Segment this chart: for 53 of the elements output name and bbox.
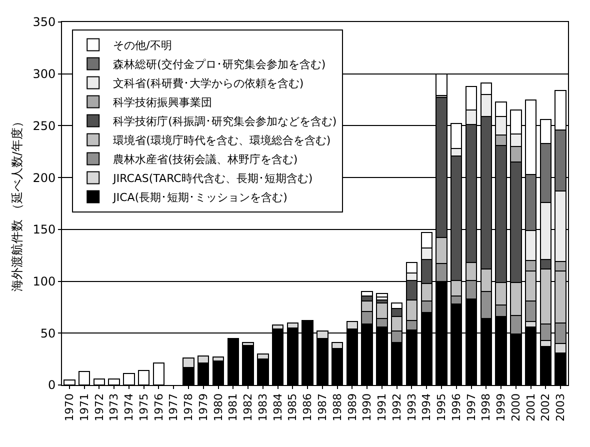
y-axis-title: 海外渡航件数 （延べ人数/年度） [10, 116, 24, 292]
x-tick-label: 1996 [450, 393, 463, 422]
x-tick-label: 1977 [167, 393, 180, 422]
x-tick-label: 1980 [212, 393, 225, 422]
x-tick-label: 1971 [78, 393, 91, 422]
x-tick-label: 1998 [480, 393, 493, 422]
x-tick-label: 1979 [196, 393, 210, 422]
legend-label: 森林総研(交付金プロ･研究集会参加を含む) [113, 58, 326, 72]
legend-label: その他/不明 [113, 39, 172, 52]
x-tick-label: 1984 [271, 393, 284, 422]
x-tick-label: 1989 [346, 393, 359, 422]
y-tick-label: 200 [32, 170, 56, 185]
legend-label: 科学技術振興事業団 [113, 96, 212, 110]
y-tick-label: 250 [32, 118, 56, 133]
x-tick-label: 1992 [390, 393, 404, 422]
y-tick-label: 300 [32, 67, 56, 82]
x-tick-label: 1999 [494, 393, 508, 422]
x-tick-label: 1972 [92, 393, 106, 422]
y-tick-label: 50 [40, 326, 56, 340]
legend-label: JICA(長期･短期･ミッションを含む) [112, 191, 288, 204]
x-tick-label: 1995 [435, 393, 448, 422]
x-tick-label: 1994 [420, 393, 434, 422]
y-tick-label: 0 [48, 378, 56, 392]
legend-label: JIRCAS(TARC時代含む、長期･短期含む) [112, 172, 313, 186]
x-tick-label: 1987 [316, 393, 330, 422]
x-tick-label: 1993 [405, 393, 418, 422]
x-tick-label: 1973 [108, 393, 121, 422]
x-tick-label: 2000 [509, 393, 522, 422]
x-tick-label: 1988 [330, 393, 344, 422]
x-tick-label: 1990 [360, 393, 374, 422]
x-tick-label: 1991 [376, 393, 389, 422]
x-tick-label: 1997 [464, 393, 478, 422]
x-tick-label: 1986 [301, 393, 314, 422]
x-tick-label: 2001 [524, 393, 538, 422]
x-tick-label: 1974 [122, 393, 136, 422]
legend-label: 環境省(環境庁時代を含む、環境総合を含む) [113, 134, 331, 148]
x-tick-label: 1985 [286, 393, 300, 422]
x-tick-label: 2003 [554, 393, 568, 422]
x-tick-label: 1970 [63, 393, 76, 422]
x-tick-label: 1981 [226, 393, 240, 422]
legend-label: 科学技術庁(科振調･研究集会参加などを含む) [113, 115, 337, 128]
x-tick-label: 1976 [152, 393, 166, 422]
y-tick-label: 150 [32, 222, 56, 237]
x-tick-label: 1978 [182, 393, 196, 422]
x-tick-label: 1983 [256, 393, 270, 422]
x-tick-label: 1975 [137, 393, 150, 422]
bar [376, 293, 388, 298]
y-tick-label: 350 [32, 15, 56, 30]
legend-label: 農林水産省(技術会議、林野庁を含む) [113, 153, 298, 166]
legend-label: 文科省(科研費･大学からの依頼を含む) [113, 77, 304, 90]
x-tick-label: 2002 [539, 393, 552, 422]
x-tick-label: 1982 [242, 393, 255, 422]
y-tick-label: 100 [32, 274, 56, 288]
